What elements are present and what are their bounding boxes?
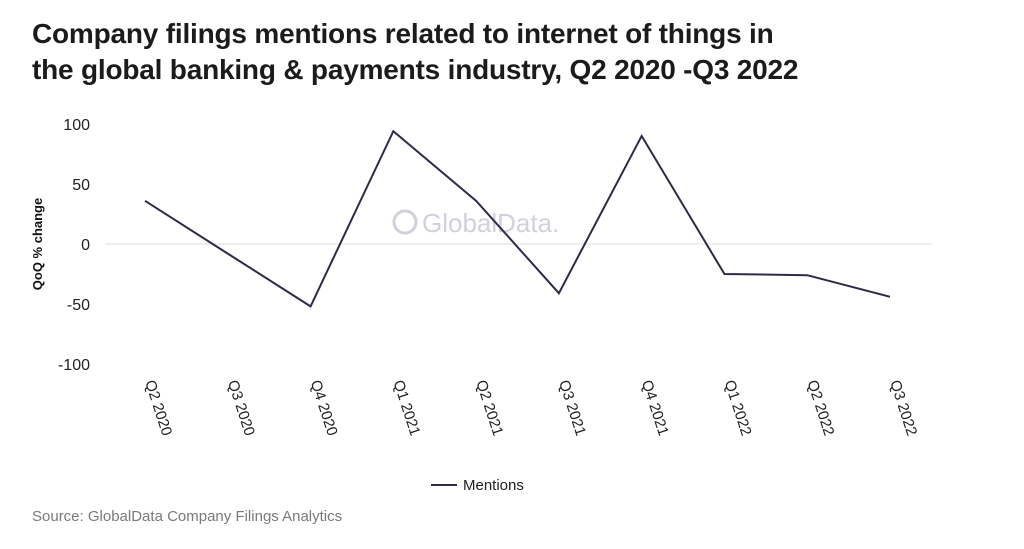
legend-label-mentions: Mentions (463, 477, 524, 494)
x-tick-label: Q2 2022 (803, 378, 837, 438)
y-tick-label: 0 (81, 237, 90, 254)
source-note: Source: GlobalData Company Filings Analy… (32, 508, 343, 525)
x-tick-label: Q3 2021 (555, 378, 589, 438)
x-tick-label: Q4 2020 (307, 378, 341, 438)
y-axis-label: QoQ % change (30, 198, 45, 290)
watermark: GlobalData. (392, 208, 559, 238)
chart-title-line-1: Company filings mentions related to inte… (32, 18, 774, 49)
chart-title-line-2: the global banking & payments industry, … (32, 54, 799, 85)
x-tick-label: Q4 2021 (638, 378, 672, 438)
x-tick-label: Q1 2022 (721, 378, 755, 438)
y-tick-label: -100 (58, 357, 90, 374)
watermark-logo-icon (392, 209, 418, 235)
y-tick-label: 50 (72, 177, 90, 194)
x-tick-label: Q2 2020 (141, 378, 175, 438)
series-line-mentions (144, 129, 891, 308)
chart-title: Company filings mentions related to inte… (32, 16, 932, 88)
x-tick-label: Q1 2021 (390, 378, 424, 438)
watermark-text: GlobalData. (422, 208, 559, 238)
y-tick-label: -50 (67, 297, 90, 314)
x-tick-label: Q3 2022 (886, 378, 920, 438)
y-tick-label: 100 (63, 117, 90, 134)
x-tick-label: Q3 2020 (224, 378, 258, 438)
x-tick-label: Q2 2021 (472, 378, 506, 438)
